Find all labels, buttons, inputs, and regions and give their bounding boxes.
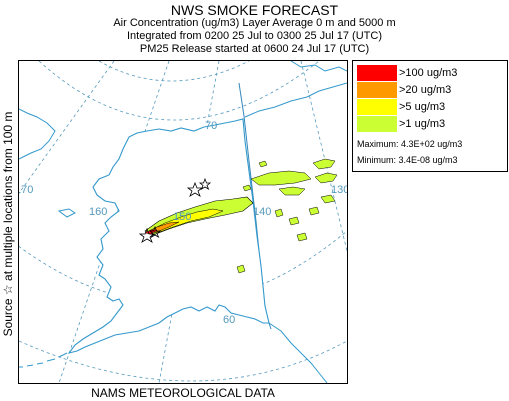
parallel-60 [19,230,347,304]
source-markers [138,177,212,243]
legend-swatch [357,99,397,115]
lon-label-150: 150 [173,211,191,223]
source-star [186,181,204,197]
plume-patch [242,184,252,192]
russia-coast [19,108,56,160]
forecast-title: NWS SMOKE FORECAST [170,2,339,18]
map-panel: 170 160 150 140 130 70 60 [18,60,348,384]
legend-swatch [357,116,397,132]
legend-label: >20 ug/m3 [399,84,452,96]
parallel-lower [19,340,347,382]
integration-period: Integrated from 0200 25 Jul to 0300 25 J… [127,30,382,42]
plume-patch [288,216,300,226]
release-start: PM25 Release started at 0600 24 Jul 17 (… [139,43,370,55]
st-lawrence-island [57,208,76,218]
lat-label-70: 70 [205,120,217,132]
maximum-value: Maximum: 4.3E+02 ug/m3 [357,139,463,149]
source-star [138,227,156,243]
parallel-upper [98,61,250,82]
plume-patch [320,194,336,204]
plume-gt20 [146,221,180,233]
source-star [198,177,212,190]
plume-patch [308,206,320,216]
legend: >100 ug/m3 >20 ug/m3 >5 ug/m3 >1 ug/m3 M… [352,60,508,172]
data-source-footer: NAMS METEOROLOGICAL DATA [91,386,275,400]
alaska-coastline [67,118,270,354]
plume-patch [278,186,306,196]
legend-label: >5 ug/m3 [399,101,446,113]
arctic-islands [290,61,347,72]
plume-patch [312,158,336,170]
alaska-map: 170 160 150 140 130 70 60 [19,61,347,383]
legend-label: >1 ug/m3 [399,118,446,130]
lon-label-160: 160 [89,206,107,218]
lon-label-140: 140 [253,206,271,218]
meridian-130 [300,61,347,252]
source-side-label: Source ☆ at multiple locations from 100 … [0,60,16,388]
source-star [148,225,162,238]
plume-patch [258,160,268,168]
plume-patch [314,172,338,184]
concentration-subtitle: Air Concentration (ug/m3) Layer Average … [113,17,396,29]
legend-label: >100 ug/m3 [399,67,458,79]
legend-swatch [357,65,397,81]
plume-patch [236,264,246,274]
legend-swatch [357,82,397,98]
aleutian-islands [19,352,68,368]
source-side-label-text: Source ☆ at multiple locations from 100 … [1,111,15,337]
plume-patch [250,170,312,186]
minimum-value: Minimum: 3.4E-08 ug/m3 [357,155,458,165]
parallel-70 [38,61,320,121]
meridian-170 [19,61,115,194]
lon-label-170: 170 [19,184,33,196]
plume-patch [274,208,284,218]
plume-patch [296,232,308,242]
lon-label-130: 130 [331,184,347,196]
lat-label-60: 60 [223,314,235,326]
canada-coast [244,82,347,383]
